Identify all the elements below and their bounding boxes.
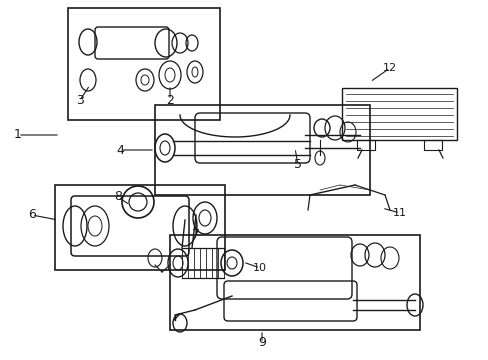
Text: 2: 2 (166, 94, 174, 107)
Text: 12: 12 (382, 63, 396, 73)
Bar (356, 140, 374, 150)
Text: 6: 6 (28, 208, 36, 221)
Bar (68, 8, 220, 120)
Text: 10: 10 (252, 263, 266, 273)
Bar (170, 235, 419, 330)
Text: 9: 9 (258, 337, 265, 350)
Text: 7: 7 (192, 229, 200, 242)
Text: 1: 1 (14, 129, 22, 141)
Text: 5: 5 (293, 158, 302, 171)
Bar (155, 105, 369, 195)
Text: 4: 4 (116, 144, 123, 157)
Text: 8: 8 (114, 190, 122, 203)
Bar (55, 185, 224, 270)
Text: 3: 3 (76, 94, 84, 107)
Text: 11: 11 (392, 208, 406, 218)
Bar (423, 140, 441, 150)
Bar (341, 88, 456, 140)
